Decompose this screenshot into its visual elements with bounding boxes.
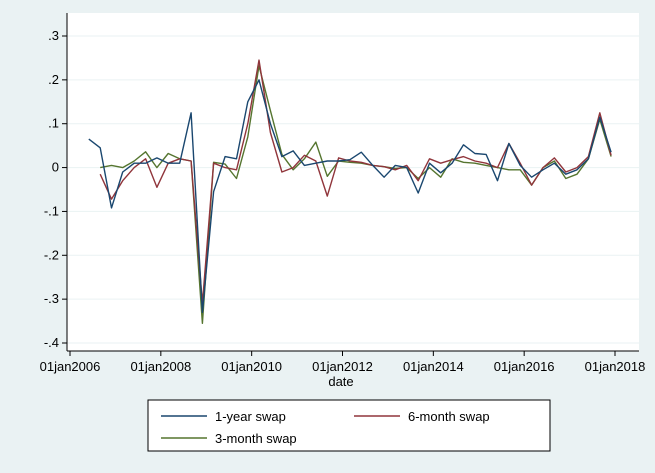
legend-item-1-year-swap: 1-year swap bbox=[161, 409, 286, 424]
x-tick-label: 01jan2018 bbox=[585, 359, 646, 374]
y-tick-label: -.4 bbox=[44, 335, 59, 350]
legend: 1-year swap 6-month swap 3-month swap bbox=[147, 399, 551, 452]
y-tick-label: -.1 bbox=[44, 203, 59, 218]
y-tick-label: -.2 bbox=[44, 247, 59, 262]
series-line-6-month-swap bbox=[99, 59, 612, 305]
y-tick-label: -.3 bbox=[44, 291, 59, 306]
x-tick-label: 01jan2006 bbox=[40, 359, 101, 374]
legend-item-3-month-swap: 3-month swap bbox=[161, 431, 297, 446]
x-tick-label: 01jan2014 bbox=[403, 359, 464, 374]
legend-label: 1-year swap bbox=[215, 409, 286, 424]
x-axis-label: date bbox=[328, 374, 353, 389]
legend-item-6-month-swap: 6-month swap bbox=[354, 409, 490, 424]
legend-label: 3-month swap bbox=[215, 431, 297, 446]
y-tick-label: 0 bbox=[52, 160, 59, 175]
legend-box bbox=[147, 399, 551, 452]
legend-label: 6-month swap bbox=[408, 409, 490, 424]
x-tick-label: 01jan2016 bbox=[494, 359, 555, 374]
grid-lines bbox=[67, 35, 639, 344]
y-axis: .3 .2 .1 0 -.1 -.2 -.3 -.4 bbox=[44, 28, 67, 350]
series-line-1-year-swap bbox=[88, 79, 612, 313]
x-tick-label: 01jan2008 bbox=[130, 359, 191, 374]
x-tick-label: 01jan2010 bbox=[221, 359, 282, 374]
plot-area bbox=[67, 13, 639, 351]
x-tick-label: 01jan2012 bbox=[312, 359, 373, 374]
series-lines bbox=[88, 59, 612, 324]
legend-items: 1-year swap 6-month swap 3-month swap bbox=[161, 409, 490, 446]
x-axis: 01jan2006 01jan2008 01jan2010 01jan2012 01ja… bbox=[40, 350, 646, 374]
y-tick-label: .2 bbox=[48, 72, 59, 87]
y-tick-label: .3 bbox=[48, 28, 59, 43]
y-tick-label: .1 bbox=[48, 116, 59, 131]
